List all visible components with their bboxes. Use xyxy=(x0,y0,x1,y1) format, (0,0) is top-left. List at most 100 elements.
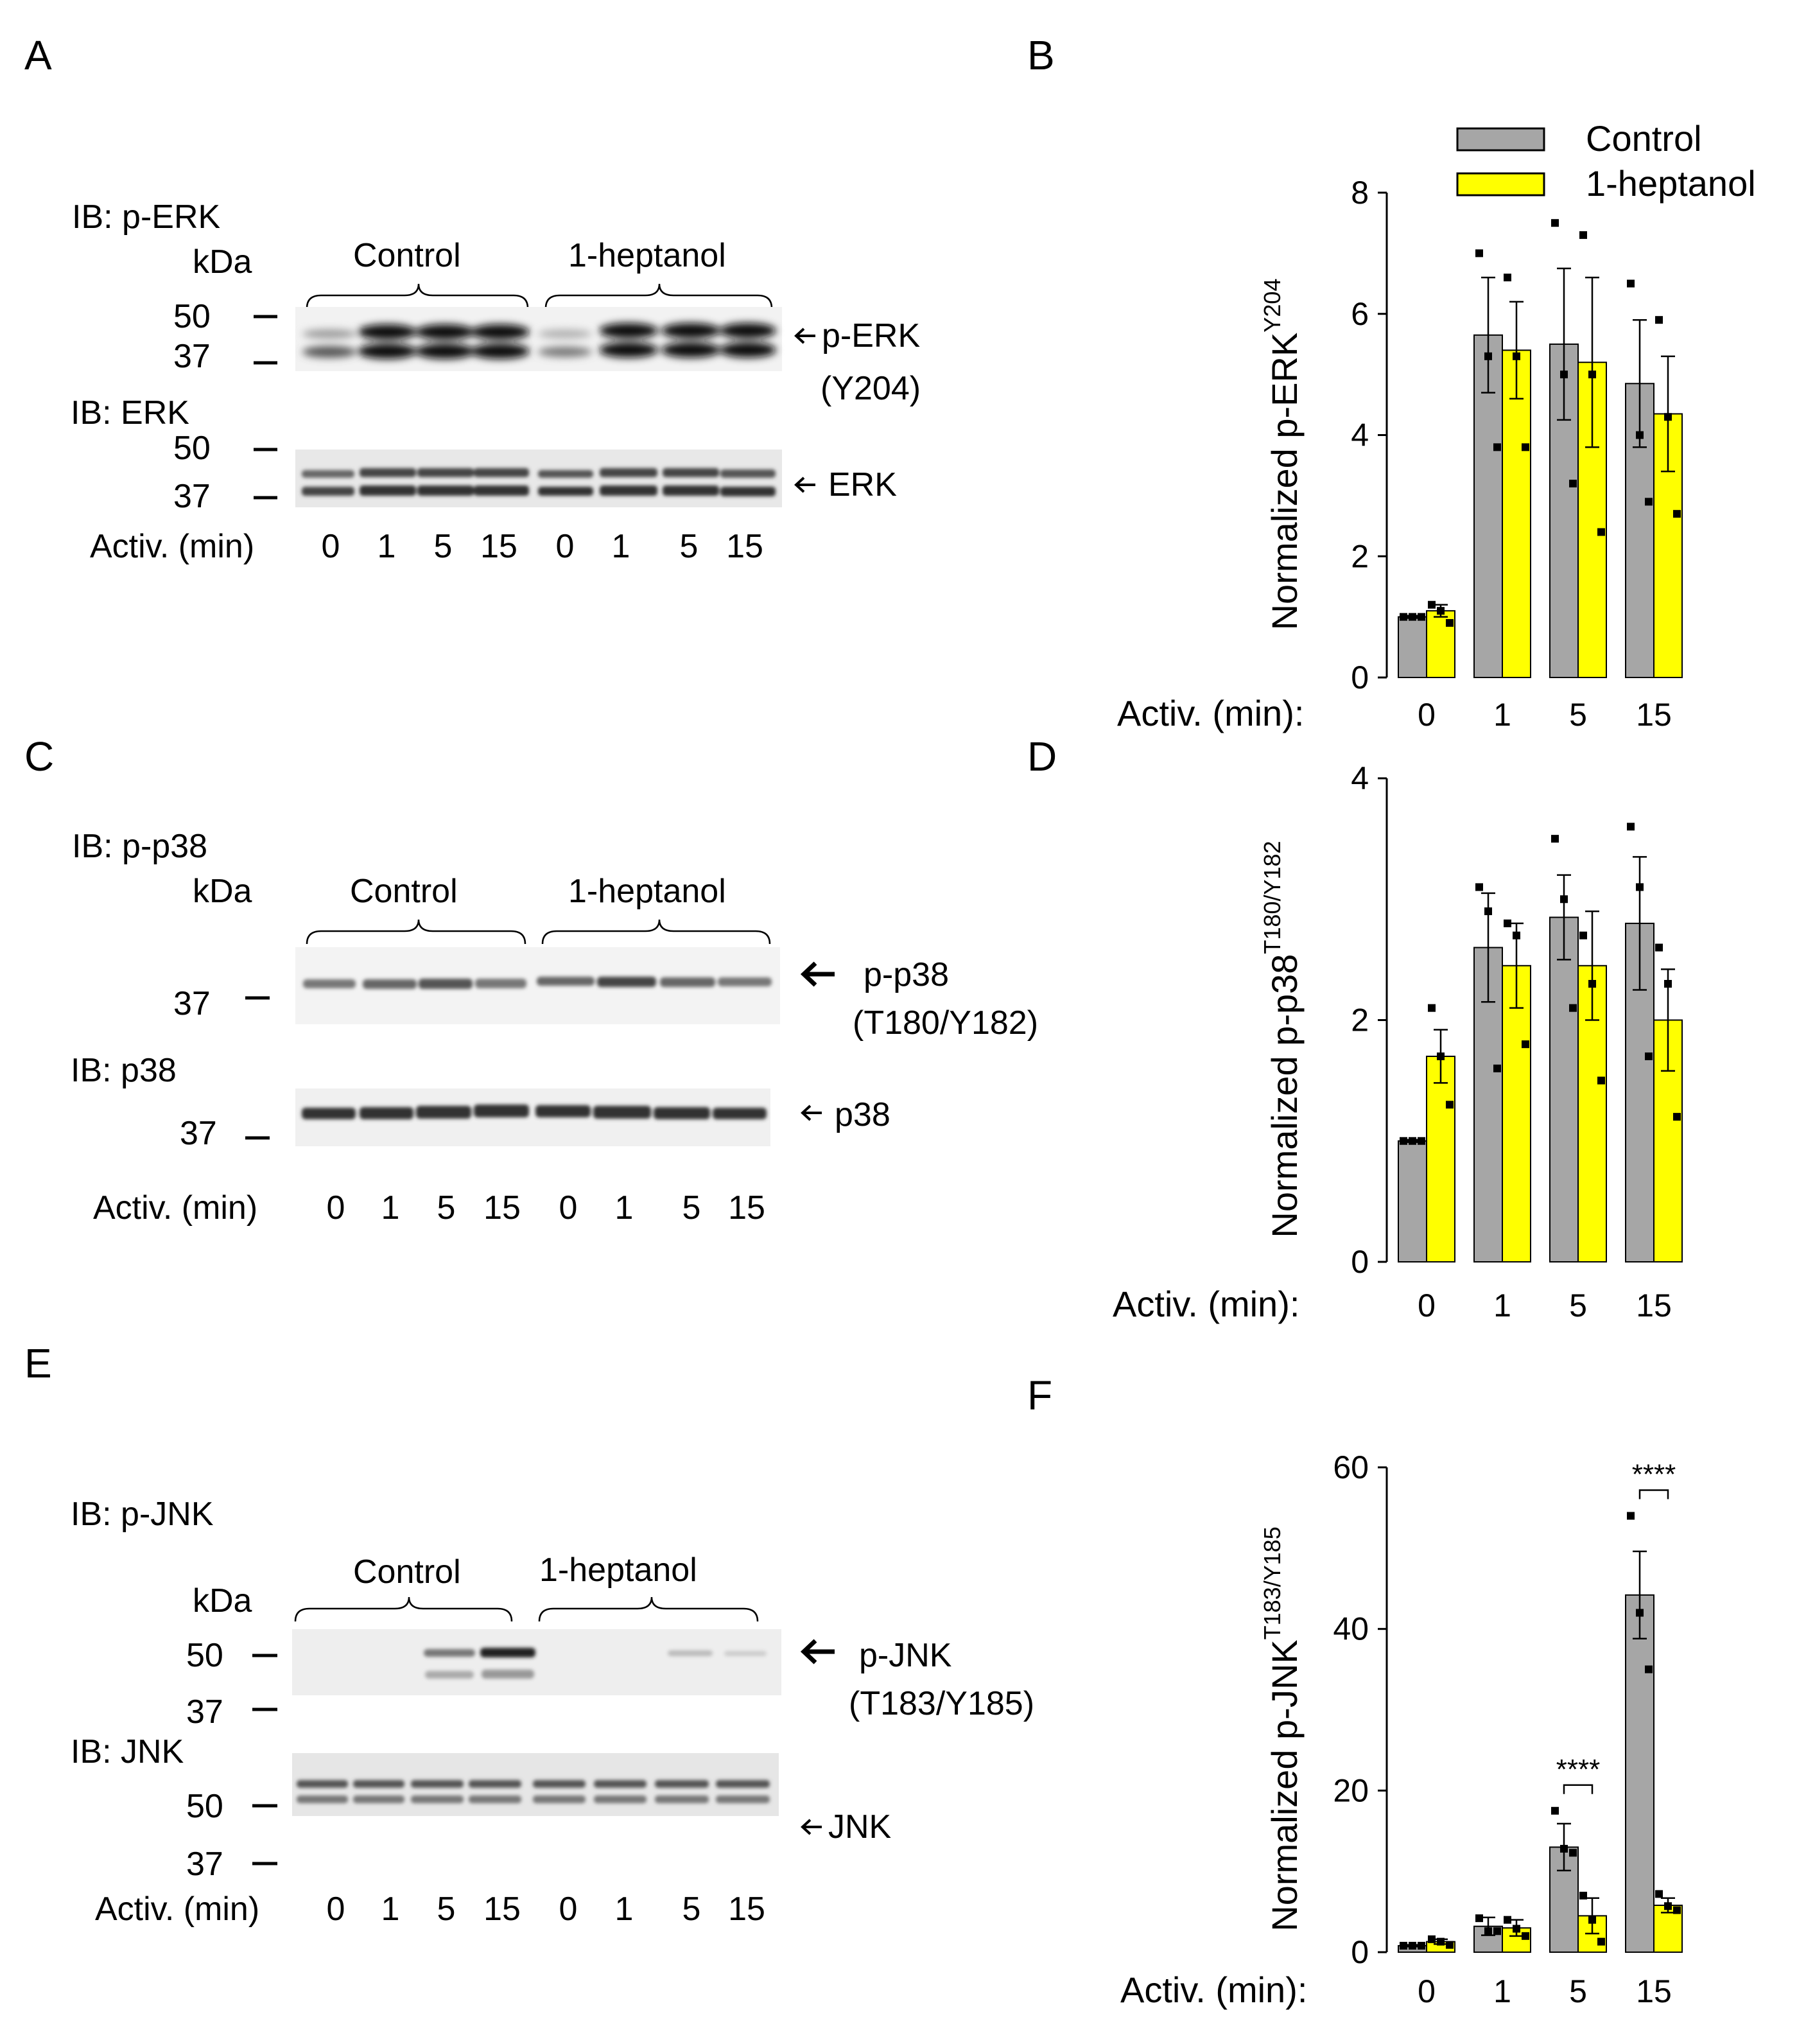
erk-band xyxy=(360,468,416,477)
x-tick-label: 5 xyxy=(1569,1288,1587,1323)
x-tick-label: 15 xyxy=(1636,1973,1672,2009)
data-point xyxy=(1664,1902,1672,1910)
data-point xyxy=(1569,1849,1577,1857)
p-p38-band xyxy=(660,977,715,987)
p-p38-band xyxy=(475,979,526,988)
y-tick-label: 60 xyxy=(1333,1449,1369,1485)
p-erk-band xyxy=(538,329,592,338)
data-point xyxy=(1418,1137,1425,1145)
heptanol-bracket xyxy=(544,283,773,309)
data-point xyxy=(1475,249,1483,258)
p38-band xyxy=(302,1108,356,1119)
p-jnk-membrane xyxy=(292,1629,781,1695)
lane-label: 5 xyxy=(682,1189,701,1227)
data-point xyxy=(1400,1941,1407,1950)
lane-label: 0 xyxy=(559,1891,578,1928)
legend: Control 1-heptanol xyxy=(1456,118,1756,204)
data-point xyxy=(1493,1064,1501,1072)
y-axis-label-text: Normalized p-ERK xyxy=(1264,333,1305,631)
p-erk-band xyxy=(302,346,356,358)
data-point xyxy=(1579,1891,1587,1900)
legend-swatch-control xyxy=(1456,127,1545,152)
heptanol-bracket xyxy=(538,1596,759,1622)
y-tick-label: 0 xyxy=(1351,659,1369,695)
y-axis-label-text: Normalized p-JNK xyxy=(1264,1639,1305,1931)
p38-band xyxy=(593,1106,651,1119)
lane-label: 1 xyxy=(381,1891,400,1928)
significance-bracket xyxy=(1638,1489,1669,1499)
data-point xyxy=(1504,274,1511,282)
p-erk-band xyxy=(302,329,356,338)
y-tick-label: 20 xyxy=(1333,1772,1369,1808)
marker-50: 50 xyxy=(186,1788,223,1825)
marker-37: 37 xyxy=(173,985,211,1022)
p-erk-band xyxy=(720,323,776,338)
panel-label-c: C xyxy=(24,733,54,780)
legend-label-heptanol: 1-heptanol xyxy=(1586,163,1756,204)
ib-jnk-label: IB: JNK xyxy=(71,1733,184,1770)
lane-label: 0 xyxy=(327,1189,345,1227)
jnk-band xyxy=(469,1780,521,1788)
data-point xyxy=(1446,619,1454,627)
x-tick-label: 1 xyxy=(1493,1288,1511,1323)
legend-label-control: Control xyxy=(1586,118,1702,159)
marker-37: 37 xyxy=(186,1846,223,1883)
y-tick-label: 2 xyxy=(1351,538,1369,574)
data-point xyxy=(1504,1916,1511,1924)
heptanol-group-label: 1-heptanol xyxy=(568,237,726,274)
p38-band xyxy=(474,1105,529,1117)
erk-band xyxy=(538,470,593,478)
p-erk-band xyxy=(661,323,720,338)
p-erk-band xyxy=(415,344,474,359)
lane-label: 15 xyxy=(483,1189,521,1227)
data-point xyxy=(1627,1512,1635,1520)
p38-band xyxy=(713,1108,767,1119)
p-jnk-arrow-label: p-JNK xyxy=(859,1637,952,1674)
y-tick-label: 4 xyxy=(1351,417,1369,453)
panel-label-e: E xyxy=(24,1340,52,1386)
arrow-left-icon xyxy=(801,1105,822,1121)
lane-labels: 0 1 5 15 0 1 5 15 xyxy=(327,1189,765,1227)
jnk-band xyxy=(533,1795,586,1803)
data-point xyxy=(1475,1914,1483,1923)
x-tick-label: 1 xyxy=(1493,1973,1511,2009)
kda-label: kDa xyxy=(193,1582,252,1620)
p-jnk-site-label: (T183/Y185) xyxy=(849,1685,1034,1722)
control-bracket xyxy=(294,1596,513,1622)
marker-37: 37 xyxy=(173,478,211,515)
erk-band xyxy=(600,485,657,496)
ib-p-erk-label: IB: p-ERK xyxy=(72,198,220,236)
kda-label: kDa xyxy=(193,873,252,910)
lane-labels: 0 1 5 15 0 1 5 15 xyxy=(327,1891,765,1928)
data-point xyxy=(1484,1927,1492,1935)
panel-label-f: F xyxy=(1027,1372,1052,1419)
data-point xyxy=(1627,823,1635,831)
p-erk-bands xyxy=(302,323,776,359)
data-point xyxy=(1513,931,1520,939)
erk-blot-panel: IB: p-ERK kDa Control 1-heptanol 50 xyxy=(71,198,921,565)
jnk-band xyxy=(594,1795,647,1803)
data-point xyxy=(1513,1925,1520,1933)
data-point xyxy=(1597,1076,1605,1085)
lane-label: 5 xyxy=(682,1891,701,1928)
erk-band xyxy=(600,468,657,477)
significance-label: **** xyxy=(1556,1754,1601,1785)
erk-band xyxy=(360,485,416,496)
x-tick-label: 5 xyxy=(1569,697,1587,733)
data-point xyxy=(1437,1052,1445,1060)
control-group-label: Control xyxy=(350,873,458,910)
p-p38-band xyxy=(303,979,356,988)
data-point xyxy=(1664,980,1672,988)
lane-label: 1 xyxy=(615,1189,634,1227)
significance-bracket xyxy=(1563,1784,1594,1794)
p-erk-band xyxy=(358,324,417,340)
data-point xyxy=(1409,1941,1416,1950)
data-point xyxy=(1418,1941,1425,1950)
activ-label: Activ. (min) xyxy=(93,1189,257,1227)
p-jnk-band xyxy=(480,1648,535,1657)
kda-label: kDa xyxy=(193,243,252,281)
lane-labels: 0 1 5 15 0 1 5 15 xyxy=(322,528,763,565)
x-tick-label: 0 xyxy=(1418,1973,1436,2009)
p-erk-arrow-label: p-ERK xyxy=(822,317,920,354)
x-tick-label: 5 xyxy=(1569,1973,1587,2009)
